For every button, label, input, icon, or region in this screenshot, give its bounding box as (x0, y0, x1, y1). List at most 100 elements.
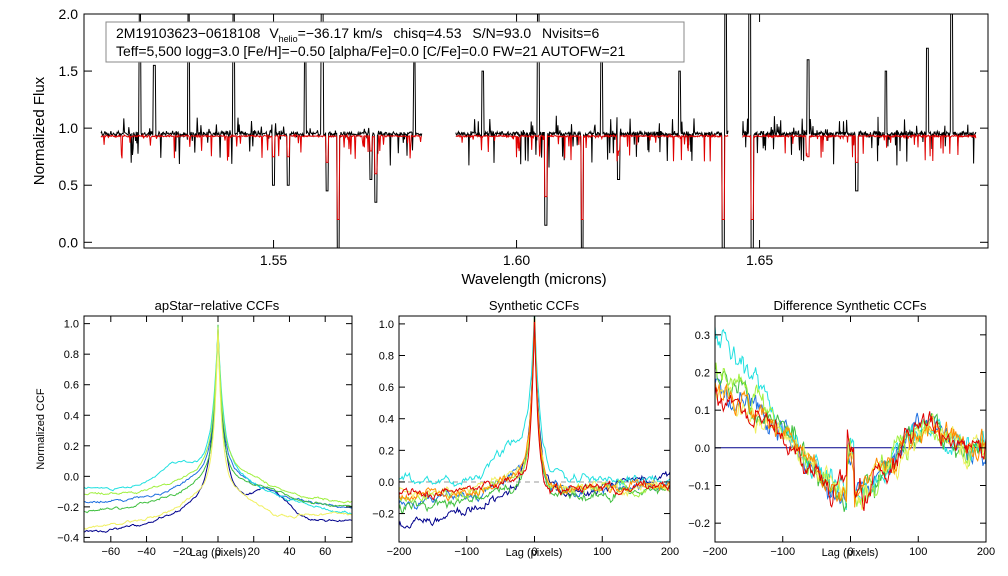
synthetic-ccf-ytick-label: −0.2 (372, 509, 394, 521)
synthetic-ccf-ytick-label: 0.8 (379, 351, 394, 363)
apstar-ccf-ytick-label: −0.4 (57, 532, 79, 544)
synthetic-ccf-axes: −200 −100 0 100 200 −0.2 0.0 0.2 0.4 0.6 0.8 1.0 (372, 316, 679, 558)
difference-ccf-xtick-label: −100 (770, 546, 795, 558)
info-v-sub: helio (279, 34, 298, 44)
synthetic-ccf-xtick-label: −100 (454, 546, 479, 558)
synthetic-ccf-ytick-label: 0.4 (379, 414, 394, 426)
spectrum-series-synthetic (455, 133, 729, 220)
synthetic-ccf-data (399, 316, 670, 529)
spectrum-ytick-label: 0.5 (59, 177, 79, 193)
difference-ccf-xlabel: Lag (pixels) (822, 547, 879, 559)
difference-ccf-ytick-label: −0.2 (688, 518, 710, 530)
difference-ccf-lines (715, 326, 986, 512)
spectrum-series-observed (455, 14, 729, 248)
info-box: 2M19103623−0618108 Vhelio=−36.17 km/s ch… (105, 21, 685, 63)
apstar-ccf-xtick-label: −20 (173, 546, 192, 558)
difference-ccf-series-visit-8 (715, 387, 986, 512)
apstar-ccf-ylabel: Normalized CCF (35, 388, 47, 470)
difference-ccf-ytick-label: 0.1 (695, 405, 710, 417)
synthetic-ccf-xtick-label: −200 (387, 546, 412, 558)
spectrum-ytick-label: 1.5 (59, 63, 79, 79)
apstar-ccf-xtick-label: 40 (283, 546, 295, 558)
synthetic-ccf-title: Synthetic CCFs (489, 298, 580, 313)
info-box-frame (105, 21, 685, 63)
synthetic-ccf-ytick-label: 0.6 (379, 382, 394, 394)
synthetic-ccf-ytick-label: 1.0 (379, 319, 394, 331)
synthetic-ccf-xlabel: Lag (pixels) (506, 547, 563, 559)
spectrum-xtick-label: 1.60 (503, 252, 530, 268)
difference-ccf-xtick-label: 200 (977, 546, 995, 558)
synthetic-ccf-series-visit-7 (399, 316, 670, 502)
apstar-ccf-xlabel: Lag (pixels) (190, 547, 247, 559)
synthetic-ccf-xtick-label: 200 (661, 546, 679, 558)
apstar-ccf-xtick-label: 20 (248, 546, 260, 558)
difference-ccf-ytick-label: 0.2 (695, 368, 710, 380)
synthetic-ccf-panel: Synthetic CCFs −200 −100 0 100 200 −0.2 0.0 0.2… (372, 298, 679, 559)
spectrum-xtick-label: 1.55 (260, 252, 287, 268)
difference-ccf-ytick-label: 0.0 (695, 443, 710, 455)
apstar-ccf-ytick-label: 0.6 (64, 380, 79, 392)
apstar-ccf-series-visit-3 (84, 326, 352, 515)
synthetic-ccf-xtick-label: 0 (531, 546, 537, 558)
spectrum-ytick-label: 0.0 (59, 234, 79, 250)
info-star-id: 2M19103623−0618108 (116, 25, 261, 41)
spectrum-series-observed (742, 14, 977, 248)
synthetic-ccf-series-visit-3 (399, 316, 670, 488)
difference-ccf-data (715, 326, 986, 512)
spectrum-lines (100, 14, 977, 248)
info-line-2: Teff=5,500 logg=3.0 [Fe/H]=−0.50 [alpha/… (116, 43, 625, 59)
info-v-label: V (269, 25, 279, 41)
apstar-ccf-ytick-label: 0.0 (64, 471, 79, 483)
difference-ccf-ytick-label: 0.3 (695, 330, 710, 342)
difference-ccf-series-visit-5 (715, 362, 986, 507)
spectrum-ytick-label: 2.0 (59, 6, 79, 22)
spectrum-data (100, 14, 977, 248)
apstar-ccf-xtick-label: −40 (137, 546, 156, 558)
spectrum-panel: 1.55 1.60 1.65 0.0 0.5 1.0 1.5 2.0 2M19103623−0… (31, 6, 989, 288)
difference-ccf-title: Difference Synthetic CCFs (774, 298, 927, 313)
difference-ccf-ytick-label: −0.1 (688, 481, 710, 493)
apstar-ccf-lines (84, 324, 352, 533)
synthetic-ccf-series-visit-1 (399, 316, 670, 529)
spectrum-frame (83, 13, 989, 249)
apstar-ccf-xtick-label: 0 (215, 546, 221, 558)
synthetic-ccf-series-visit-4 (399, 318, 670, 515)
apstar-ccf-title: apStar−relative CCFs (155, 298, 280, 313)
svg-text:2M19103623−0618108 Vhe: 2M19103623−0618108 Vhelio=−36.17 km/s ch… (116, 25, 599, 44)
apstar-ccf-data (84, 324, 352, 533)
info-v-value: =−36.17 km/s (298, 25, 383, 41)
synthetic-ccf-series-visit-5 (399, 316, 670, 504)
apstar-ccf-ytick-label: 0.4 (64, 410, 79, 422)
apstar-ccf-panel: apStar−relative CCFs −60 −40 −20 0 20 40 60 −0.… (35, 298, 353, 559)
synthetic-ccf-series-visit-8 (399, 316, 670, 501)
apstar-ccf-xtick-label: −60 (101, 546, 120, 558)
spectrum-ylabel: Normalized Flux (31, 76, 48, 185)
difference-ccf-series-visit-7 (715, 381, 986, 508)
info-snr: S/N=93.0 (472, 25, 531, 41)
apstar-ccf-xtick-label: 60 (319, 546, 331, 558)
apstar-ccf-ytick-label: −0.2 (57, 502, 79, 514)
difference-ccf-xtick-label: −200 (703, 546, 728, 558)
difference-ccf-series-visit-6 (715, 384, 986, 510)
spectrum-series-synthetic (742, 133, 977, 220)
synthetic-ccf-series-visit-6 (399, 316, 670, 499)
spectrum-axes: 1.55 1.60 1.65 0.0 0.5 1.0 1.5 2.0 (59, 6, 988, 268)
synthetic-ccf-lines (399, 316, 670, 529)
synthetic-ccf-series-visit-2 (399, 317, 670, 510)
difference-ccf-xtick-label: 100 (909, 546, 927, 558)
difference-ccf-panel: Difference Synthetic CCFs −200 −100 0 100 20… (688, 298, 995, 559)
spectrum-series-observed (100, 14, 423, 248)
difference-ccf-xtick-label: 0 (847, 546, 853, 558)
apstar-ccf-axes: −60 −40 −20 0 20 40 60 −0.4 −0.2 0.0 0.2 0.4 0.6 0.8 1… (57, 316, 352, 558)
synthetic-ccf-ytick-label: 0.0 (379, 477, 394, 489)
apstar-ccf-series-visit-4 (84, 324, 352, 514)
apstar-ccf-ytick-label: 0.8 (64, 349, 79, 361)
apstar-ccf-ytick-label: 1.0 (64, 319, 79, 331)
apstar-ccf-ytick-label: 0.2 (64, 441, 79, 453)
apstar-ccf-series-visit-6 (84, 328, 352, 530)
spectrum-series-synthetic (100, 133, 422, 220)
apstar-ccf-series-visit-2 (84, 328, 352, 509)
synthetic-ccf-ytick-label: 0.2 (379, 445, 394, 457)
apstar-ccf-series-visit-1 (84, 328, 352, 533)
